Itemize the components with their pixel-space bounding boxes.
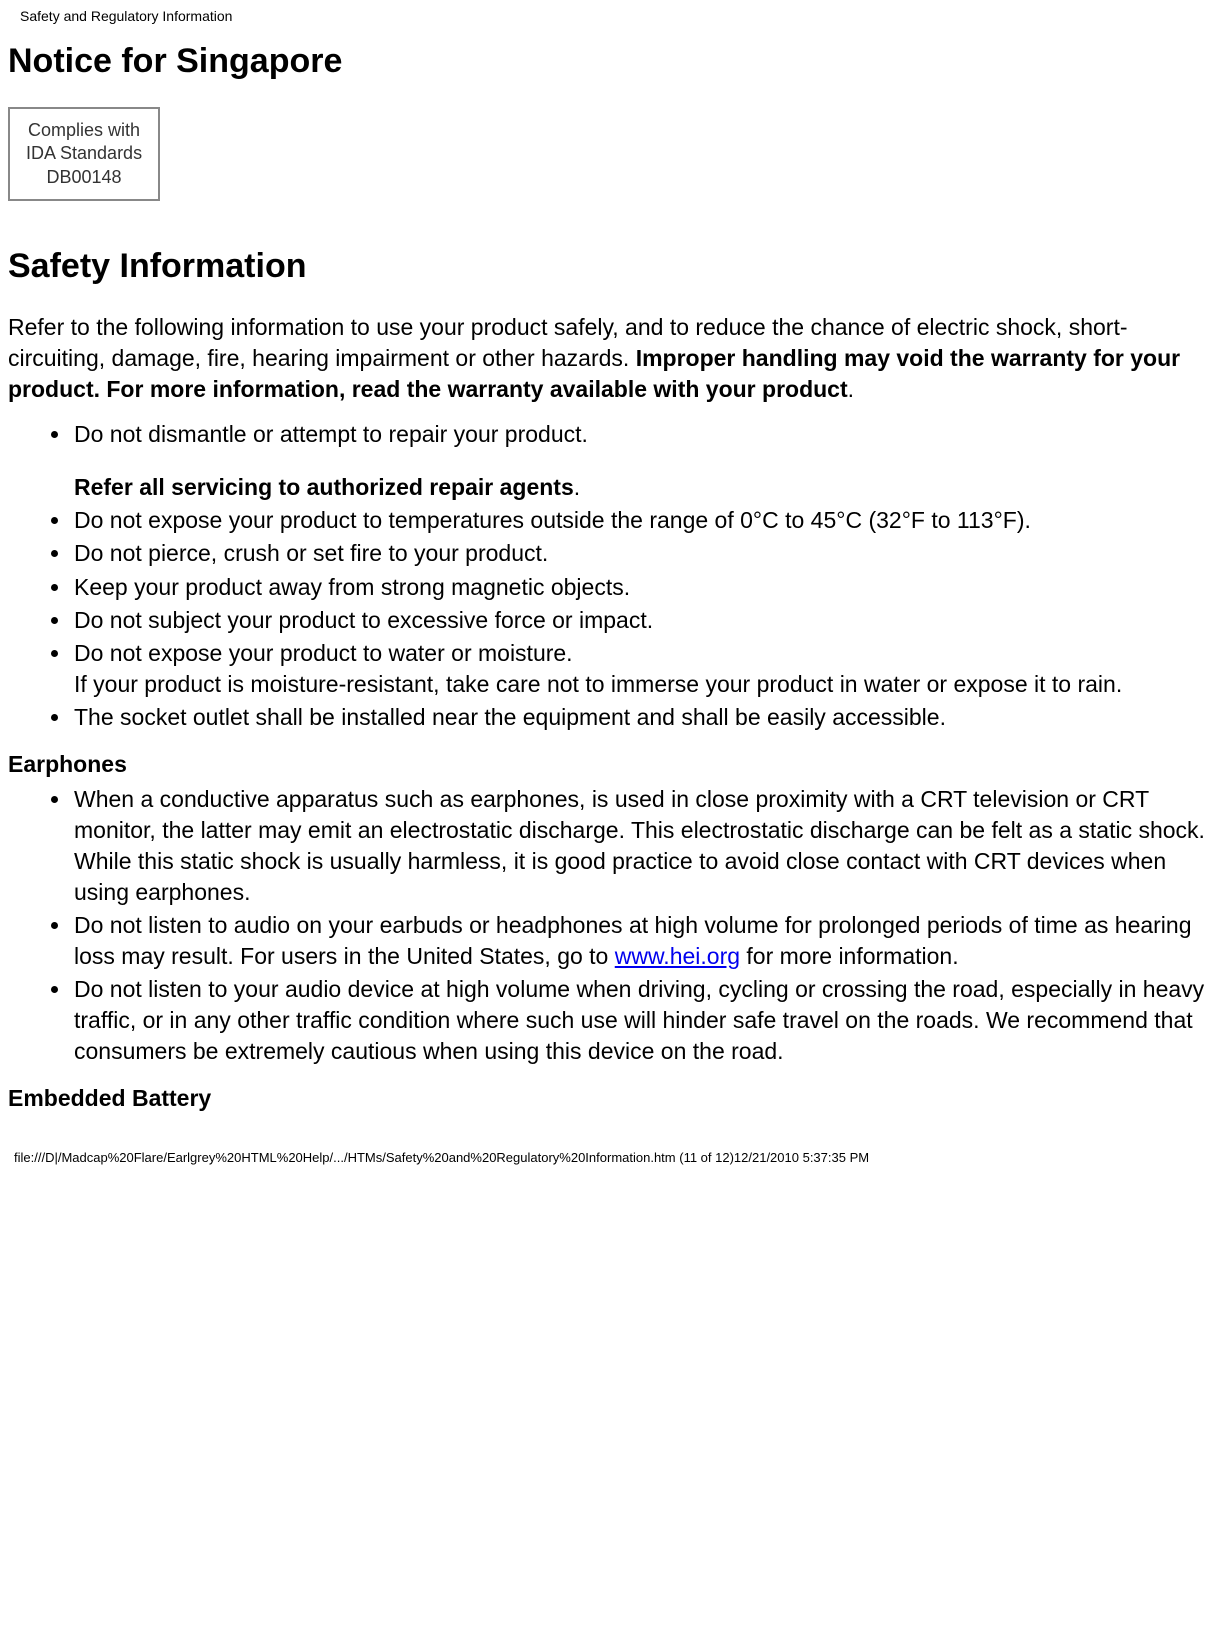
safety-item6-line2: If your product is moisture-resistant, t… <box>74 671 1122 697</box>
list-item: Do not expose your product to temperatur… <box>72 505 1223 536</box>
safety-item1-line2-bold: Refer all servicing to authorized repair… <box>74 474 574 500</box>
compliance-line2: IDA Standards <box>26 143 142 163</box>
list-item: Keep your product away from strong magne… <box>72 572 1223 603</box>
heading-singapore: Notice for Singapore <box>8 42 1223 81</box>
safety-item6-line1: Do not expose your product to water or m… <box>74 640 573 666</box>
compliance-line3: DB00148 <box>47 167 122 187</box>
document-header: Safety and Regulatory Information <box>0 0 1231 24</box>
heading-battery: Embedded Battery <box>8 1085 1223 1112</box>
safety-item1-line1: Do not dismantle or attempt to repair yo… <box>74 421 588 447</box>
list-item: Do not listen to audio on your earbuds o… <box>72 910 1223 972</box>
list-item: Do not dismantle or attempt to repair yo… <box>72 419 1223 503</box>
safety-intro: Refer to the following information to us… <box>8 312 1223 405</box>
safety-intro-text2: . <box>848 376 854 402</box>
heading-earphones: Earphones <box>8 751 1223 778</box>
footer-path: file:///D|/Madcap%20Flare/Earlgrey%20HTM… <box>0 1148 1231 1171</box>
earphones-item2-post: for more information. <box>740 943 959 969</box>
list-item: Do not expose your product to water or m… <box>72 638 1223 700</box>
heading-safety: Safety Information <box>8 247 1223 286</box>
safety-item1-line2-plain: . <box>574 474 580 500</box>
document-content: Notice for Singapore Complies with IDA S… <box>0 42 1231 1148</box>
list-item: When a conductive apparatus such as earp… <box>72 784 1223 908</box>
list-item: The socket outlet shall be installed nea… <box>72 702 1223 733</box>
list-item: Do not pierce, crush or set fire to your… <box>72 538 1223 569</box>
earphones-list: When a conductive apparatus such as earp… <box>8 784 1223 1067</box>
compliance-box: Complies with IDA Standards DB00148 <box>8 107 160 201</box>
list-item: Do not listen to your audio device at hi… <box>72 974 1223 1067</box>
hei-link[interactable]: www.hei.org <box>615 943 740 969</box>
compliance-line1: Complies with <box>28 120 140 140</box>
list-item: Do not subject your product to excessive… <box>72 605 1223 636</box>
safety-list: Do not dismantle or attempt to repair yo… <box>8 419 1223 732</box>
